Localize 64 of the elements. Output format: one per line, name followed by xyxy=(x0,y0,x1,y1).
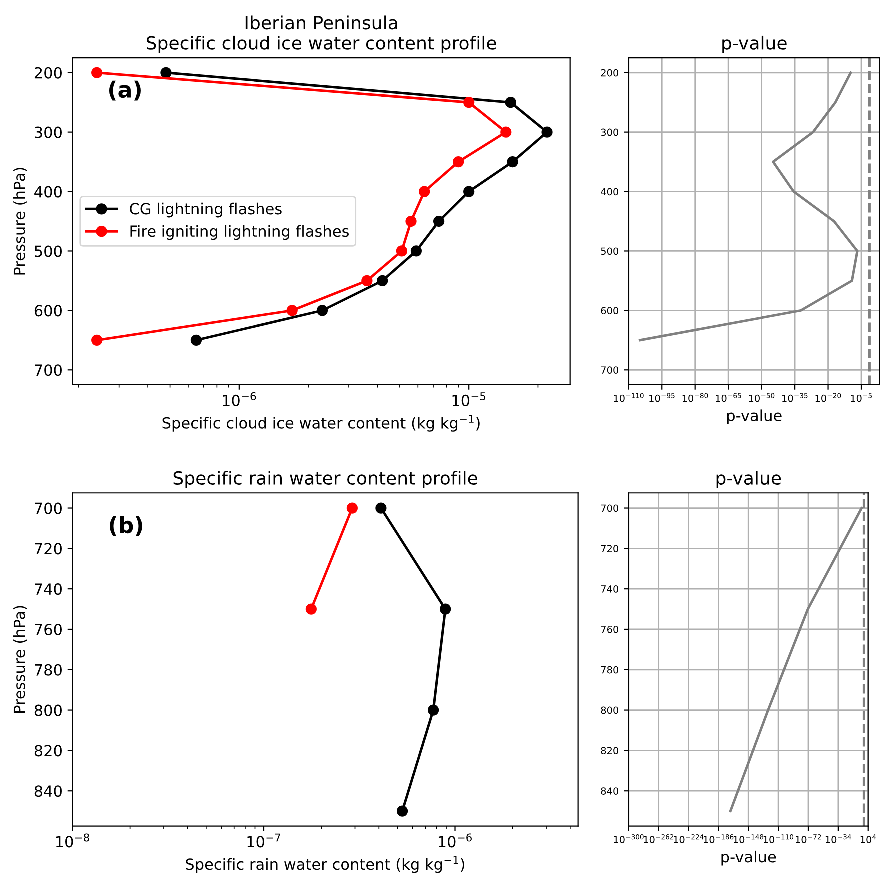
annotation: (b) xyxy=(110,516,142,536)
x-axis-title: p-value xyxy=(722,850,776,866)
y-tick-label: 400 xyxy=(601,188,619,196)
y-tick-label: 820 xyxy=(34,745,62,757)
chart-title: Iberian Peninsula Specific cloud ice water content profile xyxy=(146,16,496,54)
y-axis-title: Pressure (hPa) xyxy=(14,168,28,275)
x-axis-title: p-value xyxy=(728,410,782,424)
y-tick-label: 500 xyxy=(35,246,62,258)
x-tick-label: 10$^{−72}$ xyxy=(796,834,822,844)
x-tick-label: 10$^{−50}$ xyxy=(749,393,775,402)
y-tick-label: 780 xyxy=(601,666,619,674)
y-tick-label: 720 xyxy=(35,543,62,555)
x-tick-label: 10$^{−262}$ xyxy=(644,834,674,844)
x-tick-label: 10$^{−6}$ xyxy=(438,834,472,848)
legend-label: CG lightning flashes xyxy=(130,202,282,218)
y-tick-label: 500 xyxy=(601,248,619,256)
x-axis-title: Specific cloud ice water content (kg kg$^{−1}$) xyxy=(162,415,480,432)
x-tick-label: 10$^{−65}$ xyxy=(716,393,742,402)
legend-label: Fire igniting lightning flashes xyxy=(130,225,349,240)
x-tick-label: 10$^{−186}$ xyxy=(704,834,734,844)
x-tick-label: 10$^{−148}$ xyxy=(734,834,764,844)
y-tick-label: 200 xyxy=(601,69,619,77)
y-tick-label: 700 xyxy=(601,504,619,512)
y-tick-label: 200 xyxy=(34,67,62,79)
y-tick-label: 800 xyxy=(601,706,619,714)
x-tick-label: 10$^{−5}$ xyxy=(452,392,486,406)
x-tick-label: 10$^{−7}$ xyxy=(248,834,280,848)
y-tick-label: 700 xyxy=(35,364,62,376)
y-tick-label: 840 xyxy=(601,788,619,795)
y-tick-label: 600 xyxy=(601,307,619,315)
x-tick-label: 10$^{−300}$ xyxy=(614,834,644,844)
y-tick-label: 840 xyxy=(34,786,62,798)
chart-title: Specific rain water content profile xyxy=(174,471,478,489)
y-tick-label: 600 xyxy=(34,305,62,317)
x-tick-label: 10$^{4}$ xyxy=(860,834,876,844)
chart-title: p-value xyxy=(722,36,787,54)
x-tick-label: 10$^{−35}$ xyxy=(782,393,808,402)
x-tick-label: 10$^{−20}$ xyxy=(816,393,842,402)
y-tick-label: 740 xyxy=(35,584,62,596)
y-tick-label: 760 xyxy=(601,626,619,634)
y-tick-label: 720 xyxy=(601,545,619,553)
x-tick-label: 10$^{−6}$ xyxy=(223,392,256,406)
x-tick-label: 10$^{−224}$ xyxy=(674,834,704,844)
y-tick-label: 700 xyxy=(601,366,619,374)
x-tick-label: 10$^{−110}$ xyxy=(764,834,794,844)
y-tick-label: 700 xyxy=(35,502,62,514)
y-tick-label: 780 xyxy=(35,664,62,676)
x-tick-label: 10$^{−8}$ xyxy=(56,834,90,848)
x-tick-label: 10$^{−80}$ xyxy=(682,393,708,402)
x-tick-label: 10$^{−110}$ xyxy=(614,393,644,402)
y-tick-label: 820 xyxy=(601,747,619,755)
x-tick-label: 10$^{−95}$ xyxy=(650,393,675,402)
y-axis-title: Pressure (hPa) xyxy=(14,606,28,713)
x-tick-label: 10$^{−34}$ xyxy=(826,834,852,844)
y-tick-label: 400 xyxy=(34,186,62,198)
y-tick-label: 760 xyxy=(35,624,62,636)
y-tick-label: 300 xyxy=(601,128,619,136)
x-axis-title: Specific rain water content (kg kg$^{−1}$) xyxy=(186,856,464,874)
chart-title: p-value xyxy=(716,471,782,489)
x-tick-label: 10$^{−5}$ xyxy=(851,393,872,402)
annotation: (a) xyxy=(109,80,141,101)
y-tick-label: 300 xyxy=(35,126,62,138)
y-tick-label: 740 xyxy=(601,586,619,593)
y-tick-label: 800 xyxy=(34,704,62,716)
